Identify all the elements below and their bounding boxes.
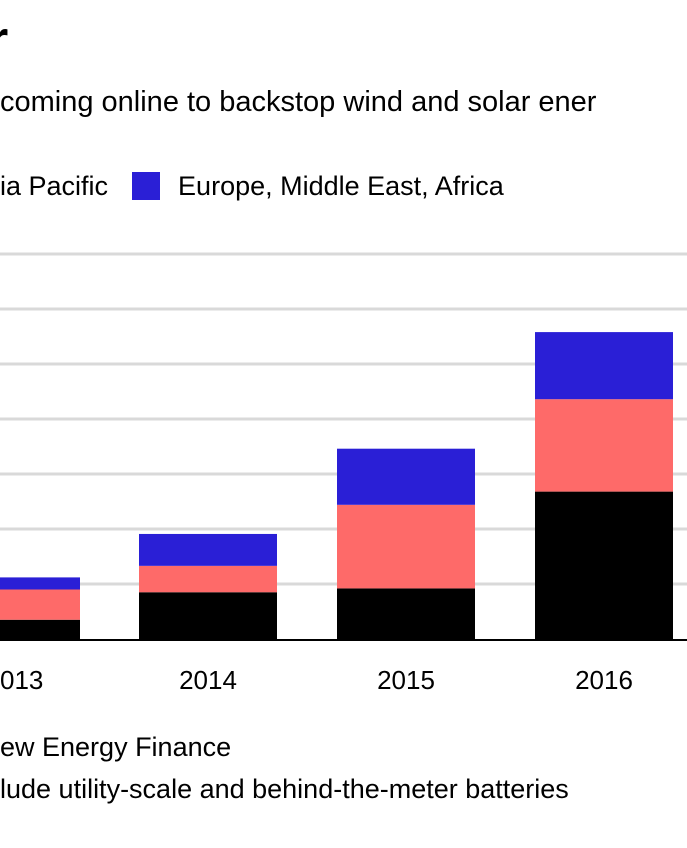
footnote: lude utility-scale and behind-the-meter …	[0, 774, 569, 804]
legend: ia Pacific Europe, Middle East, Africa	[0, 168, 504, 204]
bar-segment-top-2015	[337, 448, 475, 505]
x-tick-label: 2016	[575, 665, 633, 695]
bar-segment-middle-2015	[337, 504, 475, 589]
bar-segment-bottom-2014	[139, 592, 277, 639]
bar-segment-top-2014	[139, 533, 277, 566]
legend-item-emea: Europe, Middle East, Africa	[108, 172, 504, 200]
bar-segment-middle-2013	[0, 589, 80, 620]
bars	[0, 332, 673, 639]
chart-title: r	[0, 14, 8, 66]
bar-segment-bottom-2013	[0, 619, 80, 639]
bar-segment-bottom-2016	[535, 491, 673, 639]
bar-segment-middle-2016	[535, 399, 673, 492]
x-tick-labels: 013 2014 2015 2016	[0, 665, 633, 695]
legend-swatch-emea	[132, 172, 161, 200]
x-tick-label: 013	[0, 665, 43, 695]
chart-subtitle: coming online to backstop wind and solar…	[0, 86, 597, 118]
bar-segment-top-2016	[535, 332, 673, 400]
legend-label: ia Pacific	[0, 170, 109, 201]
bar-segment-bottom-2015	[337, 588, 475, 639]
legend-label: Europe, Middle East, Africa	[178, 170, 504, 201]
bar-segment-top-2013	[0, 577, 80, 590]
legend-item-asia-pacific: ia Pacific	[0, 170, 109, 201]
x-tick-label: 2015	[377, 665, 435, 695]
bar-segment-middle-2014	[139, 565, 277, 593]
x-tick-label: 2014	[179, 665, 237, 695]
source-note: ew Energy Finance	[0, 732, 232, 762]
